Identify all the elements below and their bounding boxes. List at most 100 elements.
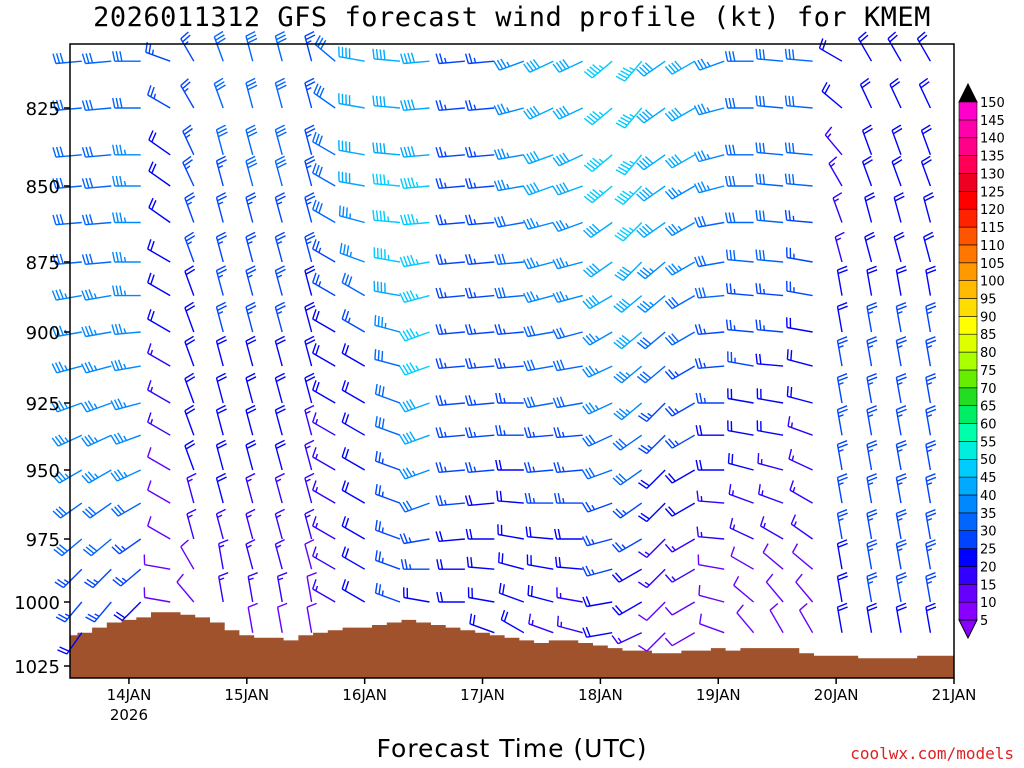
colorbar-label: 50 [980,453,997,468]
wind-barb [184,301,196,333]
wind-barb [836,602,848,633]
wind-barb [832,192,843,223]
wind-barb [147,380,171,404]
wind-barb [786,386,813,404]
wind-barb [925,405,937,436]
x-tick-label: 20JAN [814,686,859,704]
wind-barb [312,309,336,333]
wind-barb [581,467,613,480]
wind-barb [836,373,848,404]
wind-barb [857,31,873,62]
wind-barb [182,155,195,187]
wind-barb [81,289,112,301]
wind-barb [664,632,696,647]
wind-barb [341,272,366,297]
wind-barb [493,58,525,71]
wind-barb [215,372,227,404]
wind-barb [695,459,725,471]
colorbar-swatch [958,262,978,281]
wind-barb [81,177,112,189]
wind-barb [895,373,907,404]
wind-barb [615,154,643,176]
wind-barb [836,336,848,367]
wind-barb [372,48,401,62]
wind-barb [866,265,878,296]
wind-barb [245,231,257,263]
wind-barb [399,290,430,303]
wind-barb [836,302,848,333]
wind-barb [895,572,907,603]
wind-barb [435,287,465,299]
wind-barb [887,31,902,62]
wind-barb [215,439,227,471]
wind-barb [464,395,495,406]
wind-barb [552,359,583,372]
wind-barb [824,126,843,156]
y-tick-label: 1000 [14,593,60,614]
wind-barb [186,472,197,504]
wind-barb [552,396,583,409]
x-tick-label: 14JAN [107,686,152,704]
colorbar-label: 105 [980,257,1005,272]
wind-barb [581,501,613,513]
wind-barb [464,254,495,265]
wind-barb [582,596,613,608]
wind-barb [582,365,613,378]
wind-barb [245,335,257,367]
wind-barb [664,185,696,200]
x-tick-label: 18JAN [578,686,623,704]
wind-barb [184,404,196,436]
wind-barb [925,602,937,633]
wind-barb [145,42,171,62]
wind-barb [112,212,141,224]
wind-barb [113,601,142,621]
wind-barb [51,434,83,447]
wind-barb [818,38,843,62]
wind-barb [53,538,83,557]
wind-barb [55,601,83,623]
wind-barb [787,416,813,436]
site-credit[interactable]: coolwx.com/models [850,744,1014,763]
wind-barb [341,546,366,570]
wind-barb [304,335,316,367]
wind-barb [399,500,430,513]
wind-barb [215,404,227,436]
wind-barb [729,517,754,540]
wind-barb [828,156,843,187]
wind-barb [895,440,907,471]
wind-barb [112,251,141,263]
wind-barb [727,351,754,367]
wind-barb [51,361,82,374]
wind-barb [276,602,288,633]
wind-barb [312,579,336,603]
wind-barb [215,301,227,333]
wind-barb [836,265,848,296]
wind-barb [638,632,666,652]
wind-barb [866,539,878,570]
wind-barb [523,427,554,439]
wind-barb [724,175,754,187]
wind-barb [215,124,228,155]
wind-barb [374,483,401,504]
wind-barb [112,568,142,587]
colorbar-swatch [958,351,978,371]
wind-barb [925,440,937,471]
wind-barb [464,287,495,299]
wind-barb [374,450,401,471]
x-tick-sublabel: 2026 [110,706,148,724]
x-tick-label: 21JAN [932,686,977,704]
wind-barb [836,509,848,540]
wind-barb [614,222,643,242]
colorbar-label: 35 [980,507,997,522]
wind-barb [467,587,495,603]
y-tick-label: 875 [26,253,60,274]
wind-barb [758,483,784,504]
wind-barb [613,331,643,350]
colorbar-swatch [958,208,978,228]
wind-barb [245,77,258,109]
colorbar-swatch [958,601,978,621]
wind-barb [312,199,336,224]
wind-barb [866,602,878,633]
colorbar-swatch [958,119,978,139]
wind-barb [696,526,725,540]
